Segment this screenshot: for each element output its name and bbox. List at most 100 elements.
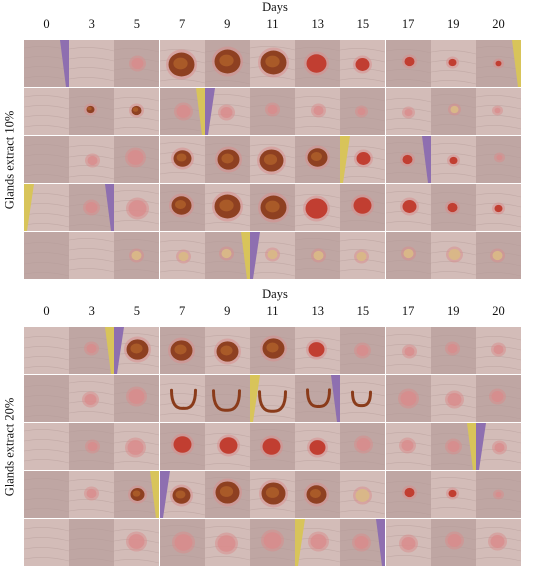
wound-photo-day-19 [430, 232, 476, 279]
wound-photo-day-7 [159, 232, 205, 279]
wound-photo-day-17 [385, 423, 431, 470]
wound-photo-day-17 [385, 184, 431, 231]
day-label-17: 17 [401, 304, 415, 318]
wound-photo-day-17 [385, 471, 431, 518]
wound-photo-day-17 [385, 375, 431, 422]
wound-photo-day-9 [204, 232, 250, 279]
day-label-0: 0 [43, 17, 50, 31]
wound-photo-day-9 [204, 184, 250, 231]
wound-photo-day-0 [24, 136, 69, 183]
wound-photo-day-7 [159, 519, 205, 566]
wound-photo-day-0 [24, 40, 69, 87]
wound-photo-day-7 [159, 40, 205, 87]
wound-photo-day-13 [295, 327, 341, 374]
wound-photo-day-15 [340, 519, 386, 566]
wound-photo-day-19 [430, 88, 476, 135]
wound-photo-day-7 [159, 184, 205, 231]
wound-photo-day-11 [250, 136, 295, 183]
wound-photo-day-15 [340, 184, 386, 231]
wound-photo-day-9 [204, 375, 250, 422]
wound-photo-day-5 [114, 327, 160, 374]
wound-photo-day-0 [24, 471, 69, 518]
wound-photo-day-5 [114, 519, 160, 566]
day-label-11: 11 [266, 17, 279, 31]
wound-photo-day-13 [295, 375, 341, 422]
panel-glands-10: Days 0 3 5 7 9 11 13 15 17 19 20 Glands extract 10… [0, 0, 521, 280]
row-label: Glands extract 20% [0, 327, 20, 567]
wound-photo-day-15 [340, 232, 386, 279]
days-title: Days [262, 0, 288, 14]
wound-photo-day-7 [159, 423, 205, 470]
wound-photo-day-17 [385, 232, 431, 279]
wound-photo-day-5 [114, 423, 160, 470]
wound-photo-day-15 [340, 471, 386, 518]
day-label-11: 11 [266, 304, 279, 318]
wound-photo-day-13 [295, 88, 341, 135]
panel-glands-20: Days 0 3 5 7 9 11 13 15 17 19 20 Glands extract 20… [0, 287, 550, 574]
wound-photo-day-3 [69, 40, 115, 87]
wound-photo-day-7 [159, 136, 205, 183]
wound-photo-day-19 [430, 184, 476, 231]
wound-photo-day-17 [385, 40, 431, 87]
day-label-20: 20 [492, 17, 505, 31]
wound-photo-day-11 [250, 232, 295, 279]
wound-photo-day-7 [159, 471, 205, 518]
wound-photo-day-13 [295, 184, 341, 231]
wound-photo-day-20 [476, 375, 521, 422]
wound-photo-day-5 [114, 471, 160, 518]
wound-photo-day-11 [250, 327, 295, 374]
wound-photo-day-3 [69, 327, 115, 374]
day-label-3: 3 [88, 304, 95, 318]
day-label-13: 13 [311, 17, 324, 31]
wound-photo-day-20 [476, 88, 521, 135]
wound-photo-day-0 [24, 423, 69, 470]
day-label-20: 20 [492, 304, 505, 318]
wound-photo-day-20 [476, 136, 521, 183]
wound-photo-day-19 [430, 519, 476, 566]
wound-photo-grid [24, 40, 521, 280]
wound-photo-day-9 [204, 136, 250, 183]
row-label-text: Glands extract 20% [2, 397, 17, 497]
wound-photo-day-3 [69, 184, 115, 231]
wound-photo-day-9 [204, 40, 250, 87]
wound-photo-day-13 [295, 471, 341, 518]
day-labels: 0 3 5 7 9 11 13 15 17 19 20 [24, 17, 520, 33]
wound-photo-day-0 [24, 327, 69, 374]
day-label-3: 3 [88, 17, 95, 31]
wound-photo-day-11 [250, 471, 295, 518]
wound-photo-day-0 [24, 232, 69, 279]
wound-photo-day-9 [204, 471, 250, 518]
wound-photo-day-13 [295, 136, 341, 183]
day-label-7: 7 [178, 304, 186, 318]
day-label-5: 5 [133, 304, 141, 318]
day-label-9: 9 [224, 304, 231, 318]
wound-photo-day-20 [476, 40, 521, 87]
wound-photo-day-15 [340, 423, 386, 470]
day-label-19: 19 [447, 17, 460, 31]
days-title: Days [262, 287, 288, 301]
wound-photo-day-19 [430, 471, 476, 518]
wound-photo-day-3 [69, 136, 115, 183]
wound-photo-day-11 [250, 88, 295, 135]
wound-photo-day-19 [430, 423, 476, 470]
wound-photo-day-9 [204, 519, 250, 566]
wound-photo-day-15 [340, 136, 386, 183]
wound-photo-day-0 [24, 88, 69, 135]
wound-photo-day-15 [340, 88, 386, 135]
wound-photo-day-11 [250, 519, 295, 566]
wound-photo-day-19 [430, 375, 476, 422]
day-label-19: 19 [447, 304, 460, 318]
wound-photo-day-5 [114, 136, 160, 183]
wound-photo-day-19 [430, 40, 476, 87]
wound-photo-day-3 [69, 375, 115, 422]
wound-photo-day-7 [159, 327, 205, 374]
wound-photo-day-3 [69, 423, 115, 470]
wound-photo-day-11 [250, 423, 295, 470]
wound-photo-day-5 [114, 88, 160, 135]
wound-photo-day-13 [295, 519, 341, 566]
wound-photo-day-0 [24, 375, 69, 422]
wound-photo-day-3 [69, 232, 115, 279]
wound-photo-day-20 [476, 519, 521, 566]
row-label: Glands extract 10% [0, 40, 20, 280]
wound-photo-day-15 [340, 375, 386, 422]
